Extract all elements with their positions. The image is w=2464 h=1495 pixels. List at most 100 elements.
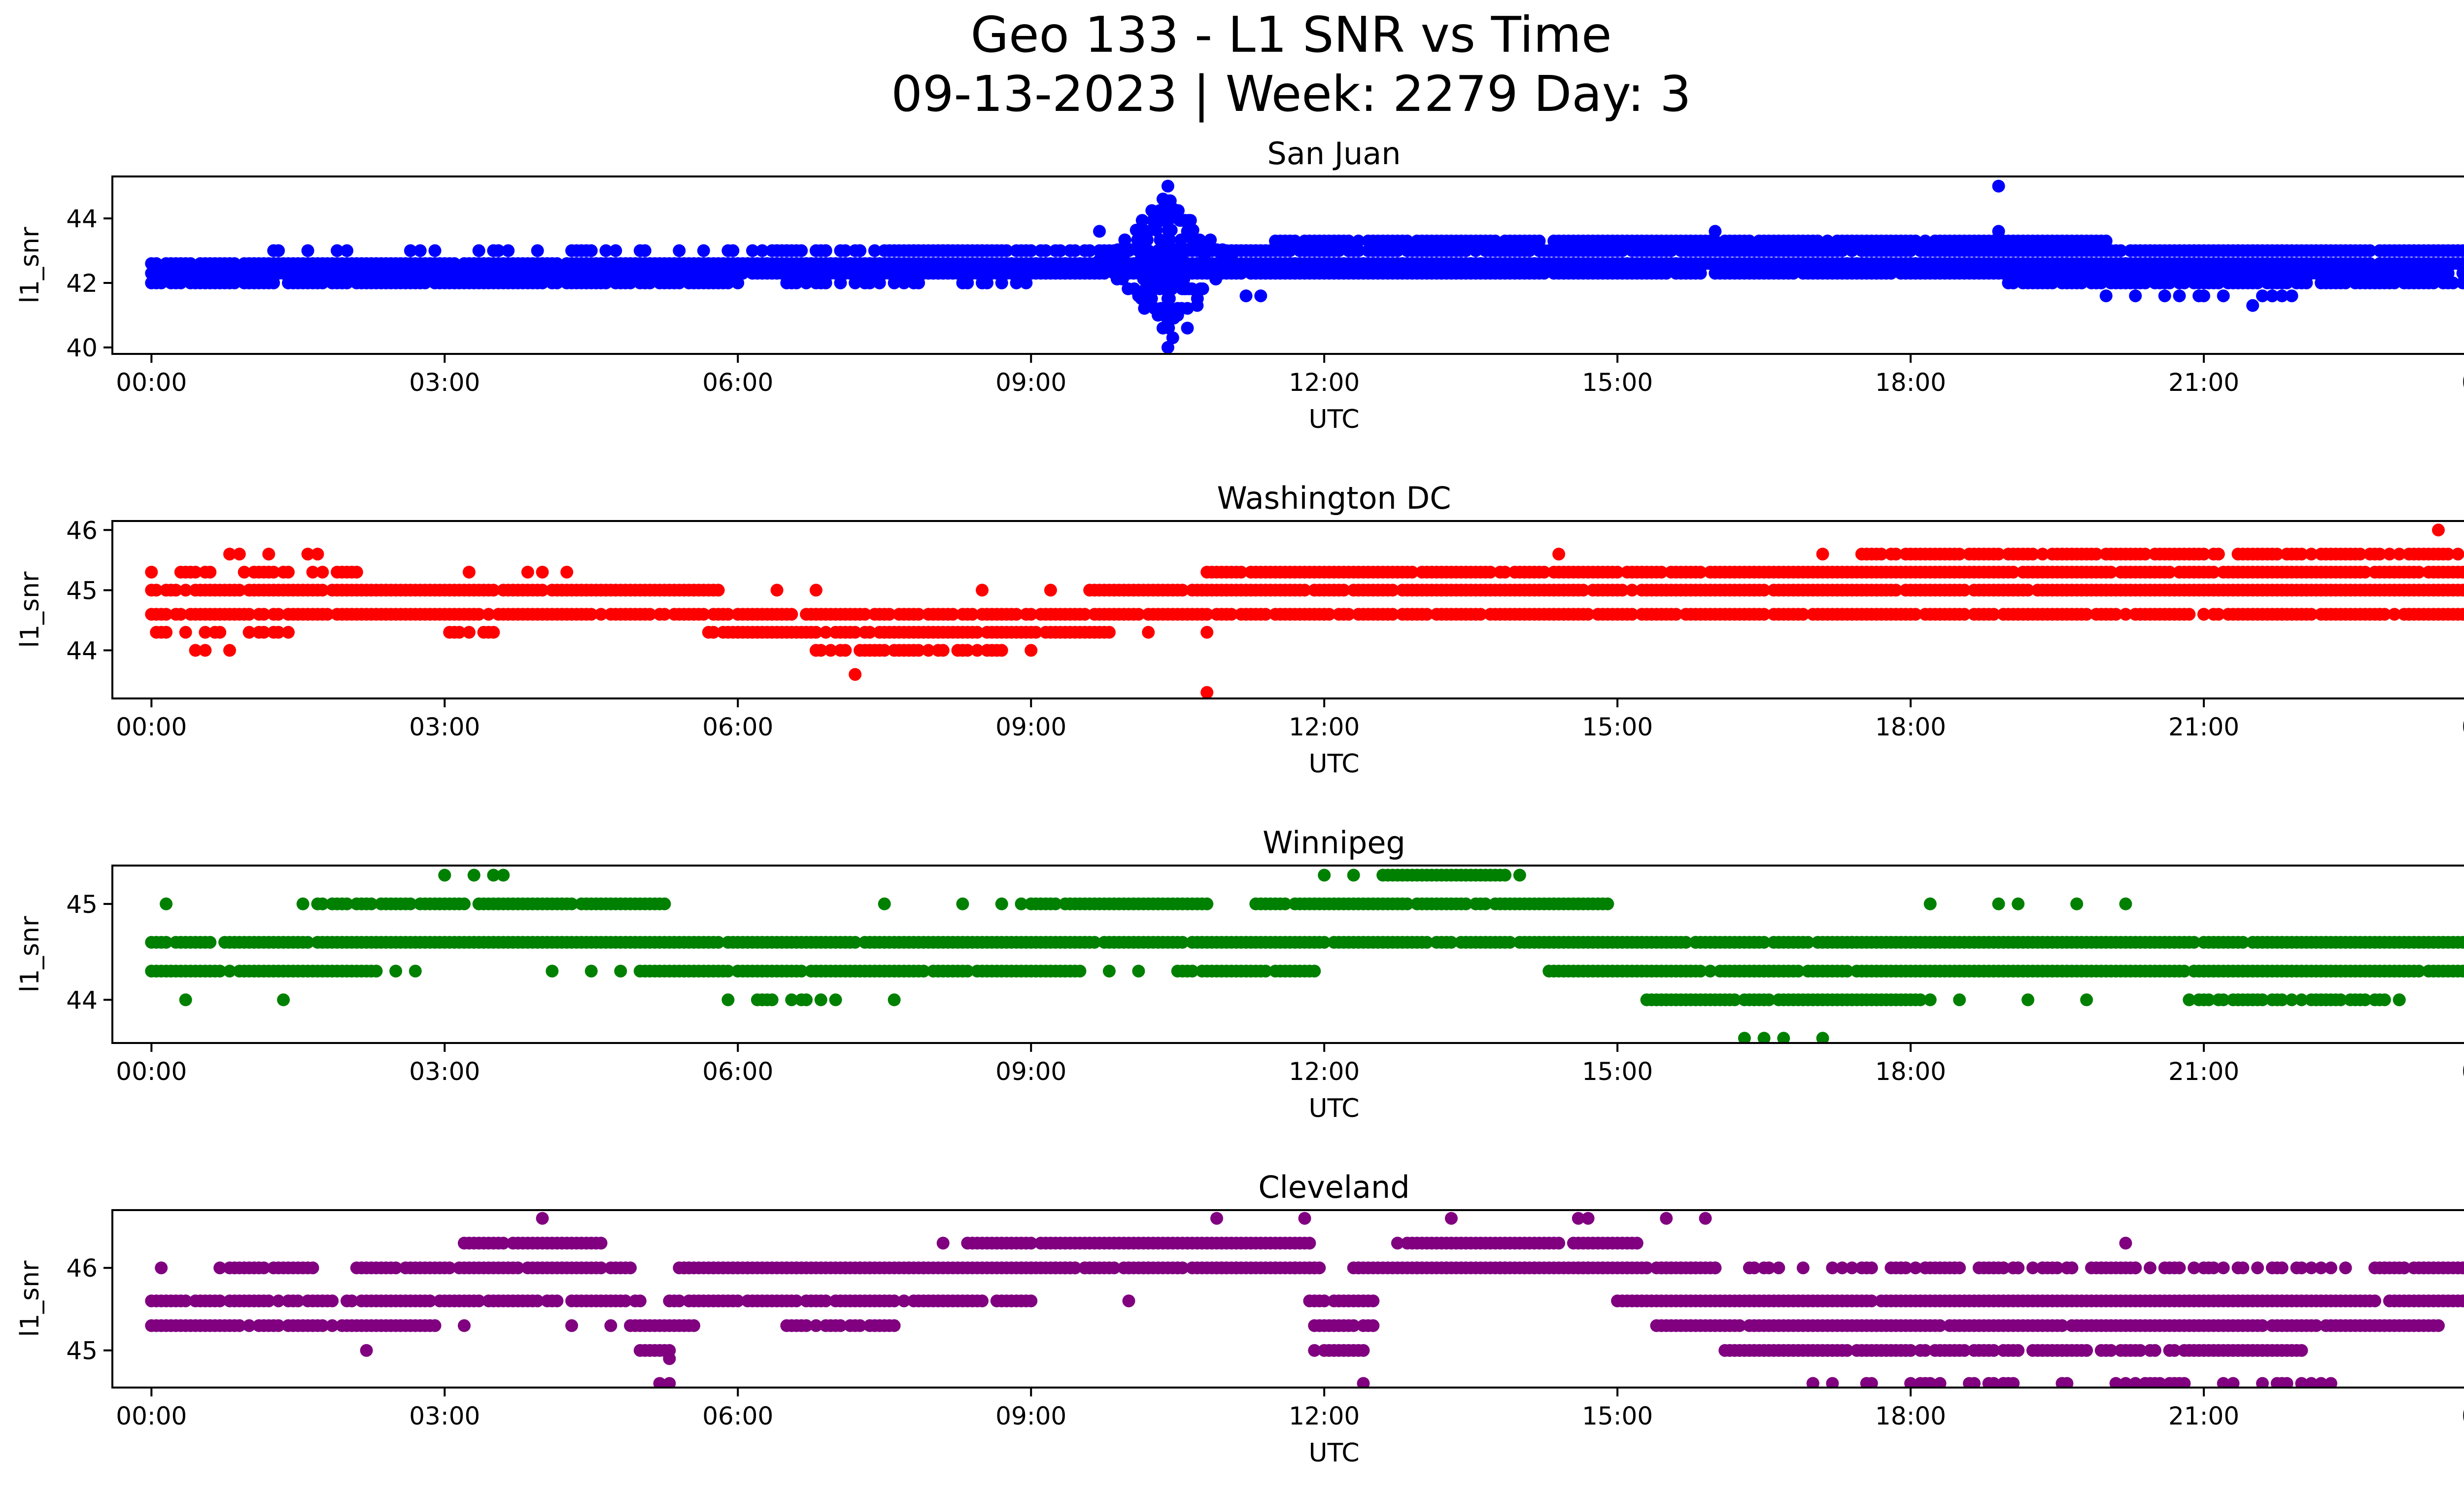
data-point — [1207, 263, 1220, 276]
data-point — [1200, 686, 1214, 698]
data-point — [697, 244, 710, 257]
data-point — [2275, 993, 2289, 1007]
data-point — [1142, 225, 1155, 238]
data-point — [428, 1319, 442, 1332]
data-point — [883, 608, 896, 621]
data-point — [1884, 267, 1898, 280]
data-point — [1225, 253, 1238, 266]
data-point — [1836, 244, 1849, 257]
data-point — [995, 644, 1008, 657]
data-point — [316, 584, 329, 597]
data-point — [179, 626, 192, 639]
data-point — [2007, 277, 2020, 289]
data-point — [301, 936, 314, 949]
data-point — [1611, 565, 1624, 579]
data-point — [2173, 289, 2186, 303]
data-point — [673, 244, 686, 257]
data-point — [2456, 608, 2464, 621]
data-point — [1139, 243, 1153, 256]
data-point — [1176, 936, 1189, 949]
data-point — [1169, 243, 1182, 256]
data-point — [1165, 273, 1178, 286]
data-point — [1401, 234, 1414, 247]
data-point — [1352, 234, 1365, 247]
data-point — [2461, 278, 2464, 288]
data-point — [2461, 245, 2464, 256]
data-point — [1581, 608, 1595, 621]
x-tick-label: 09:00 — [995, 1057, 1066, 1086]
data-point — [2295, 993, 2308, 1007]
data-point — [174, 277, 187, 289]
data-point — [1332, 257, 1345, 270]
data-point — [2026, 267, 2039, 280]
data-point — [731, 277, 745, 289]
data-point — [824, 644, 837, 657]
data-point — [2246, 299, 2259, 312]
x-tick-label: 00:00 — [2462, 713, 2464, 741]
data-point — [1821, 234, 1834, 247]
data-point — [550, 257, 564, 270]
data-point — [1747, 1261, 1761, 1275]
data-point — [550, 1294, 564, 1308]
data-point — [1459, 244, 1472, 257]
data-point — [1401, 897, 1414, 910]
data-point — [785, 608, 798, 621]
data-point — [536, 277, 549, 289]
x-axis-label: UTC — [1308, 405, 1359, 434]
data-point — [1405, 565, 1419, 579]
data-point — [1134, 253, 1148, 266]
data-point — [697, 608, 710, 621]
data-point — [2080, 993, 2093, 1007]
data-point — [829, 993, 842, 1007]
data-point — [228, 257, 241, 270]
data-point — [1796, 608, 1810, 621]
data-point — [2265, 289, 2279, 303]
data-point — [1162, 292, 1175, 305]
data-point — [1116, 273, 1129, 286]
data-point — [223, 965, 236, 978]
data-point — [228, 277, 241, 289]
data-point — [1156, 321, 1169, 335]
x-tick-label: 18:00 — [1875, 713, 1946, 741]
data-point — [536, 584, 549, 597]
data-point — [272, 1294, 285, 1308]
data-point — [1787, 267, 1800, 280]
data-point — [2354, 548, 2367, 561]
data-point — [1538, 267, 1551, 280]
data-point — [1386, 584, 1399, 597]
data-point — [2461, 585, 2464, 595]
data-point — [404, 897, 417, 910]
data-point — [1625, 584, 1639, 597]
data-point — [1283, 244, 1297, 257]
data-point — [1132, 289, 1145, 303]
subplot-title: Cleveland — [1258, 1169, 1409, 1205]
data-point — [1846, 1261, 1859, 1275]
data-point — [1923, 993, 1937, 1007]
data-point — [1124, 243, 1137, 256]
data-point — [2456, 965, 2464, 978]
data-point — [878, 897, 891, 910]
data-point — [1679, 936, 1692, 949]
x-tick-label: 12:00 — [1289, 713, 1360, 741]
data-point — [1152, 212, 1164, 225]
data-point — [1171, 309, 1184, 322]
y-tick-label: 46 — [66, 516, 98, 545]
data-point — [1234, 565, 1248, 579]
data-point — [2305, 548, 2318, 561]
data-point — [1095, 263, 1107, 276]
x-tick-label: 03:00 — [409, 713, 480, 741]
data-point — [658, 897, 671, 910]
data-point — [1694, 267, 1707, 280]
x-tick-label: 00:00 — [2462, 368, 2464, 397]
data-point — [2407, 267, 2421, 280]
data-point — [169, 584, 182, 597]
data-point — [267, 565, 280, 579]
data-point — [1616, 584, 1629, 597]
data-point — [1204, 233, 1217, 246]
data-point — [204, 565, 217, 579]
data-point — [1200, 626, 1214, 639]
data-point — [2363, 257, 2377, 270]
data-point — [1054, 244, 1067, 257]
data-point — [1836, 1261, 1849, 1275]
data-point — [2114, 244, 2127, 257]
